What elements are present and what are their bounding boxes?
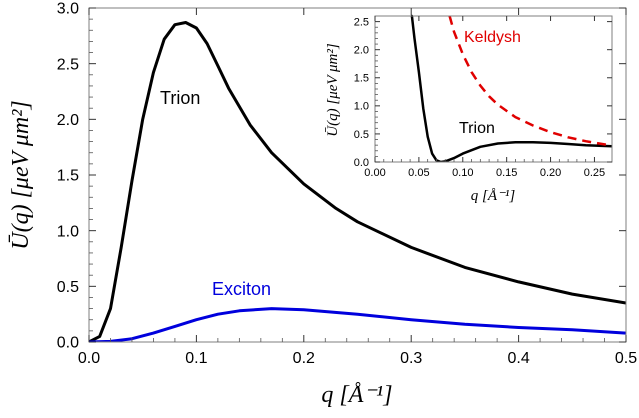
main-y-axis-label: Ū(q) [μeV μm²] <box>8 100 34 250</box>
inset-series-trion-line <box>410 14 612 162</box>
inset-y-tick-label: 2.0 <box>354 45 369 57</box>
main-annotation-trion: Trion <box>160 88 200 108</box>
inset-x-tick-label: 0.15 <box>496 167 517 179</box>
main-series-trion-line <box>89 21 626 342</box>
main-x-tick-label: 0.4 <box>507 350 529 367</box>
main-y-tick-label: 0.0 <box>57 335 79 352</box>
main-series-exciton-line <box>89 307 626 342</box>
inset-annotation-keldysh: Keldysh <box>464 29 521 46</box>
inset-y-tick-label: 0.5 <box>354 129 369 141</box>
main-y-tick-label: 0.5 <box>57 279 79 296</box>
inset-y-tick-label: 1.5 <box>354 73 369 85</box>
main-y-tick-label: 2.5 <box>57 56 79 73</box>
main-x-axis-label: q [Å⁻¹] <box>321 382 392 408</box>
inset-x-tick-label: 0.05 <box>408 167 429 179</box>
inset-y-tick-label: 0.0 <box>354 157 369 169</box>
inset-x-axis-label: q [Å⁻¹] <box>471 188 516 204</box>
main-x-tick-label: 0.3 <box>400 350 422 367</box>
inset-chart: 0.00 0.05 0.10 0.15 0.20 0.25 0.0 0.5 1.0 1.5 2.0 2… <box>325 14 613 204</box>
inset-x-tick-label: 0.25 <box>584 167 605 179</box>
inset-x-tick-label: 0.20 <box>540 167 561 179</box>
main-y-tick-label: 1.5 <box>57 168 79 185</box>
inset-x-tick-label: 0.00 <box>364 167 385 179</box>
main-x-tick-label: 0.1 <box>185 350 207 367</box>
inset-annotation-trion: Trion <box>459 120 495 137</box>
inset-series-keldysh-line <box>448 15 612 147</box>
inset-y-tick-label: 1.0 <box>354 101 369 113</box>
inset-y-tick-label: 2.5 <box>354 16 369 28</box>
main-x-tick-label: 0.0 <box>78 350 100 367</box>
main-y-tick-label: 1.0 <box>57 223 79 240</box>
main-annotation-exciton: Exciton <box>212 279 271 299</box>
inset-x-tick-label: 0.10 <box>452 167 473 179</box>
main-x-tick-label: 0.2 <box>293 350 315 367</box>
inset-y-axis-label: Ū(q) [μeV μm²] <box>325 43 341 137</box>
main-y-tick-label: 3.0 <box>57 1 79 18</box>
main-y-tick-label: 2.0 <box>57 112 79 129</box>
main-chart: 0.0 0.1 0.2 0.3 0.4 0.5 0.0 0.5 1.0 1.5 2.0 2.5 3.0 Ū… <box>8 1 637 408</box>
main-x-tick-label: 0.5 <box>615 350 637 367</box>
